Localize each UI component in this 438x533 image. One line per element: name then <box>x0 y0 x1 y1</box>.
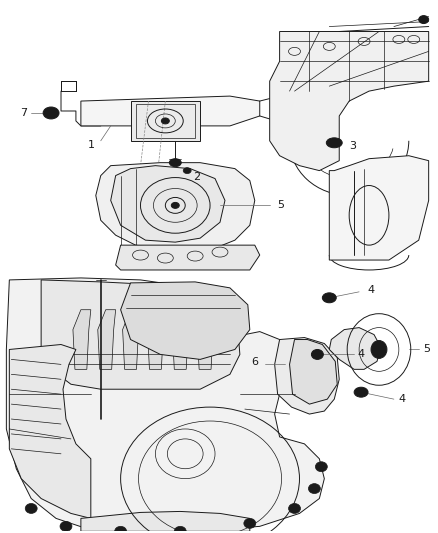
Polygon shape <box>7 278 324 531</box>
Polygon shape <box>98 310 116 369</box>
Ellipse shape <box>25 504 37 513</box>
Ellipse shape <box>183 168 191 174</box>
Text: 4: 4 <box>367 285 374 295</box>
Ellipse shape <box>174 527 186 533</box>
Polygon shape <box>111 166 225 242</box>
Polygon shape <box>197 310 215 369</box>
Polygon shape <box>172 310 190 369</box>
Ellipse shape <box>311 350 323 359</box>
Polygon shape <box>96 163 255 250</box>
Polygon shape <box>290 340 337 404</box>
Text: 7: 7 <box>20 108 27 118</box>
Text: 3: 3 <box>349 141 356 151</box>
Text: 1: 1 <box>88 140 95 150</box>
Polygon shape <box>81 96 260 126</box>
Ellipse shape <box>43 107 59 119</box>
Ellipse shape <box>371 341 387 358</box>
Ellipse shape <box>326 138 342 148</box>
Polygon shape <box>148 310 165 369</box>
Ellipse shape <box>315 462 327 472</box>
Polygon shape <box>41 280 240 389</box>
Ellipse shape <box>60 521 72 531</box>
Polygon shape <box>329 156 429 260</box>
Polygon shape <box>270 31 429 171</box>
Ellipse shape <box>115 527 127 533</box>
Polygon shape <box>120 282 250 359</box>
Polygon shape <box>275 337 339 414</box>
Text: 2: 2 <box>193 172 200 182</box>
Polygon shape <box>81 512 250 531</box>
Ellipse shape <box>161 118 170 124</box>
Polygon shape <box>123 310 141 369</box>
Polygon shape <box>131 101 200 141</box>
Ellipse shape <box>322 293 336 303</box>
Polygon shape <box>9 344 91 519</box>
Ellipse shape <box>308 483 320 494</box>
Text: 4: 4 <box>399 394 406 404</box>
Ellipse shape <box>170 159 181 167</box>
Ellipse shape <box>289 504 300 513</box>
Polygon shape <box>329 328 381 369</box>
Text: 5: 5 <box>278 200 285 211</box>
Polygon shape <box>73 310 91 369</box>
Text: 4: 4 <box>357 350 364 359</box>
Ellipse shape <box>244 519 256 528</box>
Ellipse shape <box>354 387 368 397</box>
Text: 5: 5 <box>423 344 430 354</box>
Ellipse shape <box>419 15 429 23</box>
Polygon shape <box>116 245 260 270</box>
Text: 6: 6 <box>251 358 258 367</box>
Ellipse shape <box>171 203 179 208</box>
